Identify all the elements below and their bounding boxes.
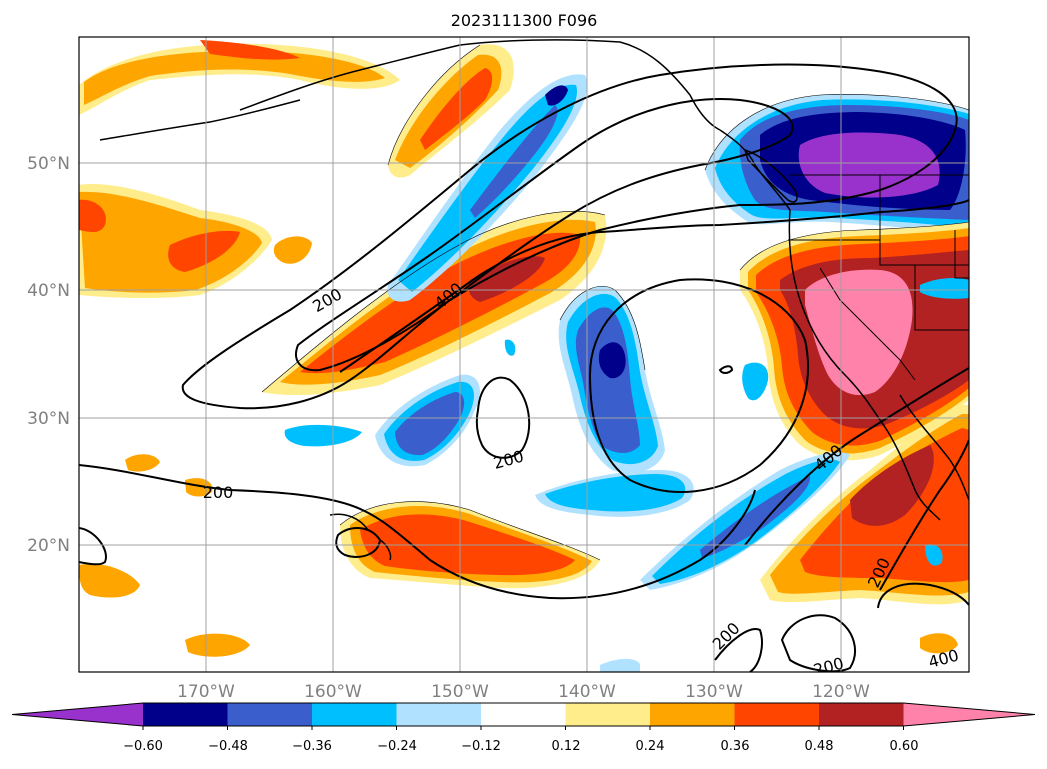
lat-label: 50°N: [27, 154, 70, 174]
colorbar-segment: [650, 703, 735, 726]
colorbar-tick-label: −0.12: [461, 739, 501, 754]
negative-field: [600, 658, 640, 672]
positive-field: [920, 633, 958, 654]
contour-200: [718, 365, 734, 374]
contour-200: [335, 527, 382, 558]
contour-200: [714, 628, 763, 672]
positive-field: [79, 199, 106, 233]
contour-200: [79, 527, 107, 566]
aleutian-islands: [99, 99, 301, 141]
negative-field: [504, 339, 516, 356]
colorbar-tick-label: −0.48: [208, 739, 248, 754]
contour-200: [877, 582, 969, 609]
negative-field: [925, 544, 943, 566]
positive-field: [850, 445, 934, 526]
negative-field: [798, 132, 940, 198]
negative-field: [598, 342, 626, 379]
contour-200: [879, 439, 969, 591]
colorbar-ticks: −0.60 −0.48 −0.36 −0.24 −0.12 0.12 0.24 …: [123, 739, 918, 754]
positive-field: [125, 454, 160, 472]
lon-label: 140°W: [558, 682, 616, 702]
colorbar-segment: [734, 703, 820, 726]
contour-200: [181, 63, 958, 410]
lon-label: 150°W: [431, 682, 489, 702]
colorbar-tick-label: 0.24: [636, 739, 665, 754]
negative-field: [395, 392, 465, 456]
coastlines: [99, 39, 969, 561]
colorbar-segment: [143, 703, 228, 726]
map-frame: [78, 36, 970, 673]
map-panel: 200 400 200 200 400 200 200 200 400: [79, 37, 969, 680]
positive-field: [200, 40, 300, 60]
contour-200: [780, 614, 856, 672]
colorbar-tick-label: −0.36: [292, 739, 332, 754]
positive-field: [84, 50, 385, 105]
colorbar: −0.60 −0.48 −0.36 −0.24 −0.12 0.12 0.24 …: [11, 702, 1036, 754]
baja-coast: [879, 419, 941, 521]
lon-label: 130°W: [685, 682, 743, 702]
gridlines: [79, 37, 969, 672]
colorbar-tick-label: 0.48: [805, 739, 834, 754]
negative-field: [575, 307, 640, 453]
contour-200: [475, 376, 531, 459]
us-west-coast: [788, 209, 881, 421]
positive-field: [185, 633, 250, 657]
lon-label: 160°W: [304, 682, 362, 702]
lat-label: 20°N: [27, 536, 70, 556]
positive-field: [468, 256, 545, 302]
negative-field: [545, 474, 686, 512]
contour-400: [744, 367, 969, 546]
positive-field: [79, 563, 140, 598]
thin-contours: [261, 44, 969, 561]
colorbar-tick-label: −0.24: [377, 739, 417, 754]
contour-400: [295, 98, 794, 372]
positive-field: [420, 68, 493, 150]
lat-label: 40°N: [27, 281, 70, 301]
colorbar-segment: [227, 703, 313, 726]
colorbar-tick-label: 0.36: [721, 739, 750, 754]
map-title: 2023111300 F096: [451, 11, 598, 30]
negative-field: [470, 105, 558, 218]
contour-label: 200: [811, 654, 845, 680]
colorbar-tick-label: 0.12: [552, 739, 581, 754]
colorbar-segment: [396, 703, 482, 726]
contour-label: 200: [203, 483, 234, 502]
latitude-labels: 50°N 40°N 30°N 20°N: [27, 154, 70, 556]
positive-field: [805, 269, 913, 396]
colorbar-tick-label: −0.60: [123, 739, 163, 754]
colorbar-extend-max: [903, 703, 1035, 726]
contour-200: [79, 464, 756, 600]
colorbar-segment: [312, 703, 397, 726]
positive-field: [273, 236, 312, 264]
colorbar-tick-label: 0.60: [890, 739, 919, 754]
borders: [788, 174, 969, 381]
negative-field: [545, 85, 568, 106]
colorbar-segments: [11, 702, 1036, 730]
positive-field: [79, 191, 262, 293]
colorbar-segment: [481, 703, 566, 726]
bc-coast: [719, 129, 791, 211]
negative-field: [284, 424, 362, 447]
positive-field: [168, 230, 240, 272]
colorbar-extend-min: [12, 703, 143, 726]
lat-label: 30°N: [27, 409, 70, 429]
hawaii: [329, 513, 392, 561]
height-contours: [79, 63, 969, 672]
lon-label: 120°W: [812, 682, 870, 702]
vancouver-island: [743, 148, 798, 203]
mexico-coast: [899, 394, 969, 501]
colorbar-segment: [819, 703, 904, 726]
contour-200: [588, 278, 809, 493]
lon-label: 170°W: [177, 682, 235, 702]
colorbar-segment: [565, 703, 651, 726]
alaska-coast: [239, 39, 721, 131]
negative-field: [920, 277, 969, 299]
negative-field: [742, 362, 769, 401]
longitude-labels: 170°W 160°W 150°W 140°W 130°W 120°W: [177, 682, 870, 702]
